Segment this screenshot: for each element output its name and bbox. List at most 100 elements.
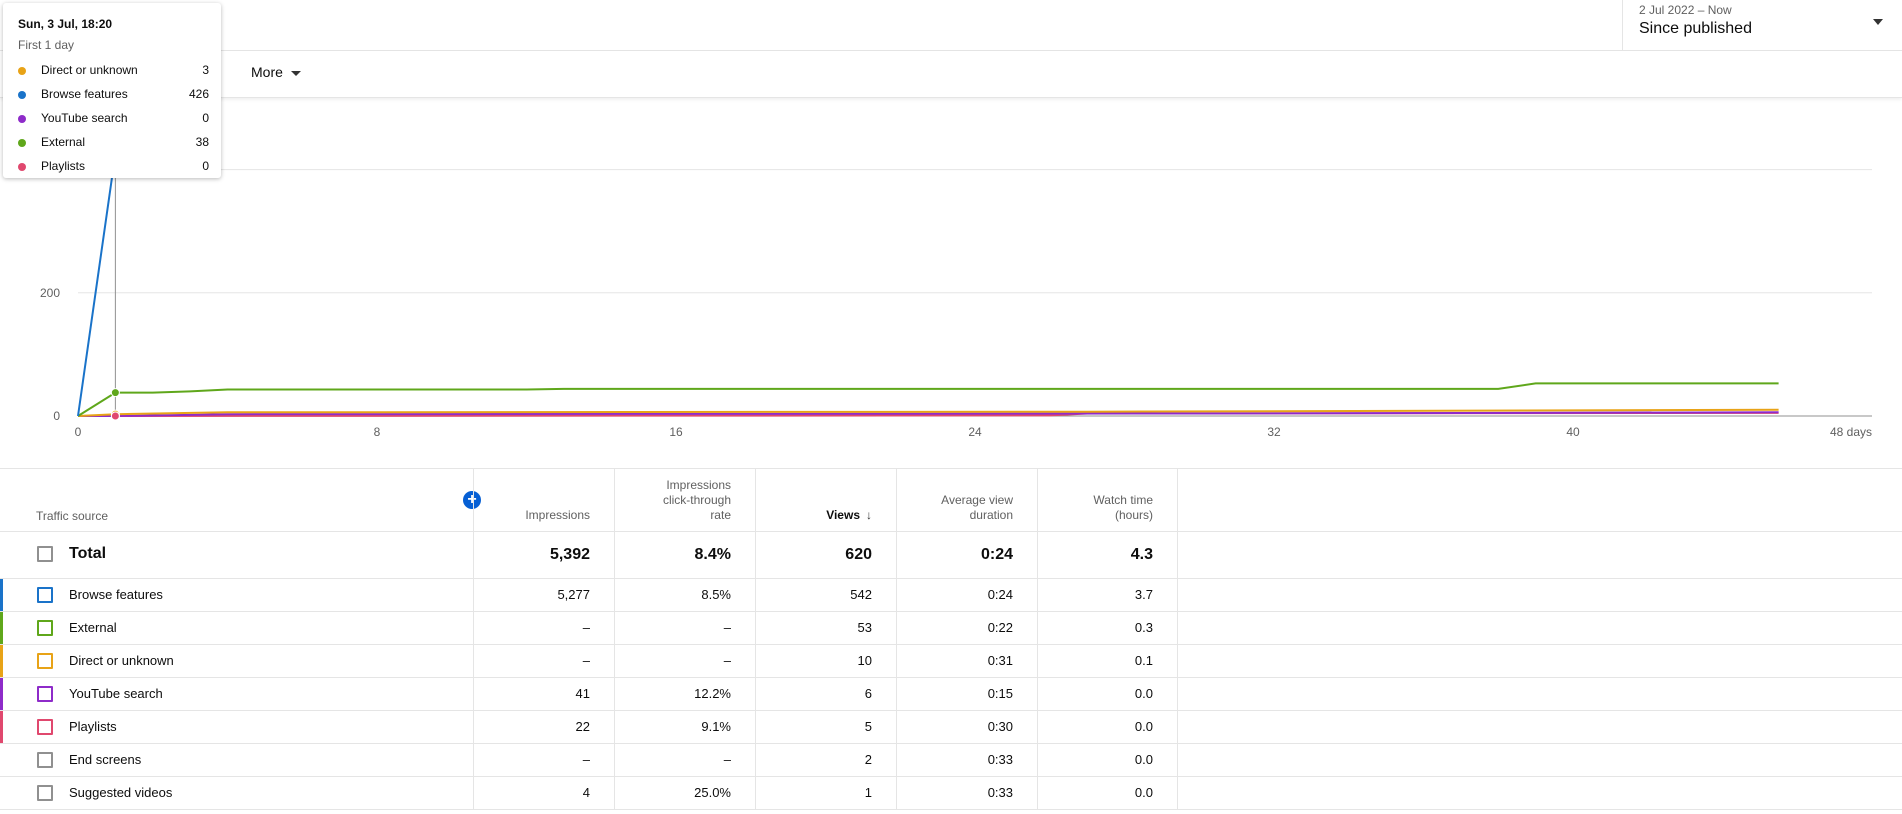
row-cell-ctr: 8.5%	[614, 579, 755, 611]
views-header-text: Views	[826, 508, 860, 522]
row-value-ctr: 9.1%	[701, 719, 731, 734]
sort-descending-icon: ↓	[866, 508, 872, 522]
tooltip-row-label: External	[41, 135, 86, 149]
row-value-views: 1	[864, 785, 872, 800]
legend-dot-icon	[18, 91, 26, 99]
row-value-avd: 0:24	[987, 587, 1013, 602]
row-cell-ctr: 12.2%	[614, 678, 755, 710]
y-tick-label: 0	[53, 409, 60, 423]
row-value-ctr: 12.2%	[694, 686, 731, 701]
row-cell-impressions: –	[473, 744, 614, 776]
table-row[interactable]: External – – 53 0:22 0.3	[0, 612, 1902, 645]
row-cell-impressions: –	[473, 645, 614, 677]
ctr-header-line-1: Impressions	[666, 478, 731, 492]
tooltip-date: Sun, 3 Jul, 18:20	[18, 17, 113, 31]
row-value-views: 2	[864, 752, 872, 767]
x-tick-label: 0	[75, 425, 82, 439]
x-tick-label: 48 days	[1830, 425, 1872, 439]
x-tick-label: 8	[374, 425, 381, 439]
column-header-views[interactable]: Views ↓	[755, 469, 896, 531]
row-color-bar	[0, 711, 3, 743]
hover-point-playlists	[110, 411, 120, 421]
row-cell-impressions: 5,277	[473, 579, 614, 611]
column-header-impressions[interactable]: Impressions	[473, 469, 614, 531]
row-value-views: 5	[864, 719, 872, 734]
table-row[interactable]: YouTube search 41 12.2% 6 0:15 0.0	[0, 678, 1902, 711]
date-range-dropdown[interactable]: 2 Jul 2022 – Now Since published	[1622, 0, 1902, 50]
tooltip-row-value: 38	[195, 135, 209, 149]
row-cell-views: 5	[755, 711, 896, 743]
table-row[interactable]: End screens – – 2 0:33 0.0	[0, 744, 1902, 777]
chart-tooltip: Sun, 3 Jul, 18:20 First 1 day Direct or …	[3, 3, 221, 178]
row-cell-avd: 0:31	[896, 645, 1037, 677]
row-value-views: 53	[857, 620, 872, 635]
column-header-avg-view-duration[interactable]: Average view duration	[896, 469, 1037, 531]
row-traffic-source: End screens	[69, 752, 142, 767]
row-value-ctr: –	[723, 653, 731, 668]
column-header-ctr[interactable]: Impressions click-through rate	[614, 469, 755, 531]
tooltip-row: External 38	[18, 135, 209, 151]
tooltip-row-label: Direct or unknown	[41, 63, 138, 77]
row-checkbox[interactable]	[37, 587, 53, 603]
row-traffic-source: Suggested videos	[69, 785, 173, 800]
row-cell-avd: 0:33	[896, 744, 1037, 776]
row-checkbox[interactable]	[37, 752, 53, 768]
row-cell-ctr: –	[614, 612, 755, 644]
row-value-views: 6	[864, 686, 872, 701]
row-cell-avd: 0:22	[896, 612, 1037, 644]
row-cell-ctr: –	[614, 744, 755, 776]
table-row[interactable]: Suggested videos 4 25.0% 1 0:33 0.0	[0, 777, 1902, 810]
row-cell-watch: 0.1	[1037, 645, 1178, 677]
row-cell-watch: 0.0	[1037, 678, 1178, 710]
watch-header-line-1: Watch time	[1093, 493, 1153, 507]
row-value-avd: 0:33	[987, 752, 1013, 767]
row-cell-watch: 0.0	[1037, 777, 1178, 809]
legend-dot-icon	[18, 139, 26, 147]
row-checkbox[interactable]	[37, 785, 53, 801]
add-metric-button[interactable]: +	[463, 491, 481, 509]
row-value-watch: 0.0	[1134, 752, 1153, 767]
legend-dot-icon	[18, 115, 26, 123]
table-row[interactable]: Direct or unknown – – 10 0:31 0.1	[0, 645, 1902, 678]
x-tick-label: 24	[968, 425, 982, 439]
row-value-watch: 0.1	[1134, 653, 1153, 668]
table-row[interactable]: Browse features 5,277 8.5% 542 0:24 3.7	[0, 579, 1902, 612]
traffic-line-chart[interactable]: 0200400081624324048 days	[0, 98, 1902, 468]
watch-header-line-2: (hours)	[1114, 508, 1153, 522]
column-header-watch-time[interactable]: Watch time (hours)	[1037, 469, 1178, 531]
row-value-watch: 0.0	[1134, 785, 1153, 800]
row-cell-ctr: 9.1%	[614, 711, 755, 743]
row-cell-views: 10	[755, 645, 896, 677]
avd-header-label: Average view duration	[941, 493, 1013, 523]
row-checkbox[interactable]	[37, 686, 53, 702]
row-cell-views: 53	[755, 612, 896, 644]
more-metrics-tab[interactable]: More	[251, 64, 301, 80]
tooltip-row-value: 3	[202, 63, 209, 77]
row-checkbox[interactable]	[37, 719, 53, 735]
row-value-impressions: –	[582, 653, 590, 668]
row-value-impressions: 41	[575, 686, 590, 701]
row-cell-impressions: 41	[473, 678, 614, 710]
x-tick-label: 16	[669, 425, 683, 439]
row-color-bar	[0, 744, 3, 776]
row-cell-impressions: 22	[473, 711, 614, 743]
row-color-bar	[0, 777, 3, 809]
avd-header-line-1: Average view	[941, 493, 1013, 507]
row-value-watch: 3.7	[1134, 587, 1153, 602]
row-checkbox[interactable]	[37, 620, 53, 636]
tooltip-row: Direct or unknown 3	[18, 63, 209, 79]
ctr-header-line-2: click-through	[662, 493, 731, 507]
column-header-traffic-source[interactable]: Traffic source	[36, 509, 109, 523]
table-row[interactable]: Playlists 22 9.1% 5 0:30 0.0	[0, 711, 1902, 744]
more-tab-label: More	[251, 64, 283, 80]
row-cell-views: 1	[755, 777, 896, 809]
tooltip-row-value: 0	[202, 159, 209, 173]
date-range-selected: Since published	[1639, 20, 1752, 37]
row-cell-watch: 0.0	[1037, 744, 1178, 776]
row-checkbox[interactable]	[37, 653, 53, 669]
row-traffic-source: External	[69, 620, 117, 635]
row-cell-avd: 0:24	[896, 579, 1037, 611]
date-range-label: 2 Jul 2022 – Now	[1639, 3, 1732, 17]
total-checkbox[interactable]	[37, 546, 53, 562]
row-value-impressions: 5,277	[557, 587, 590, 602]
